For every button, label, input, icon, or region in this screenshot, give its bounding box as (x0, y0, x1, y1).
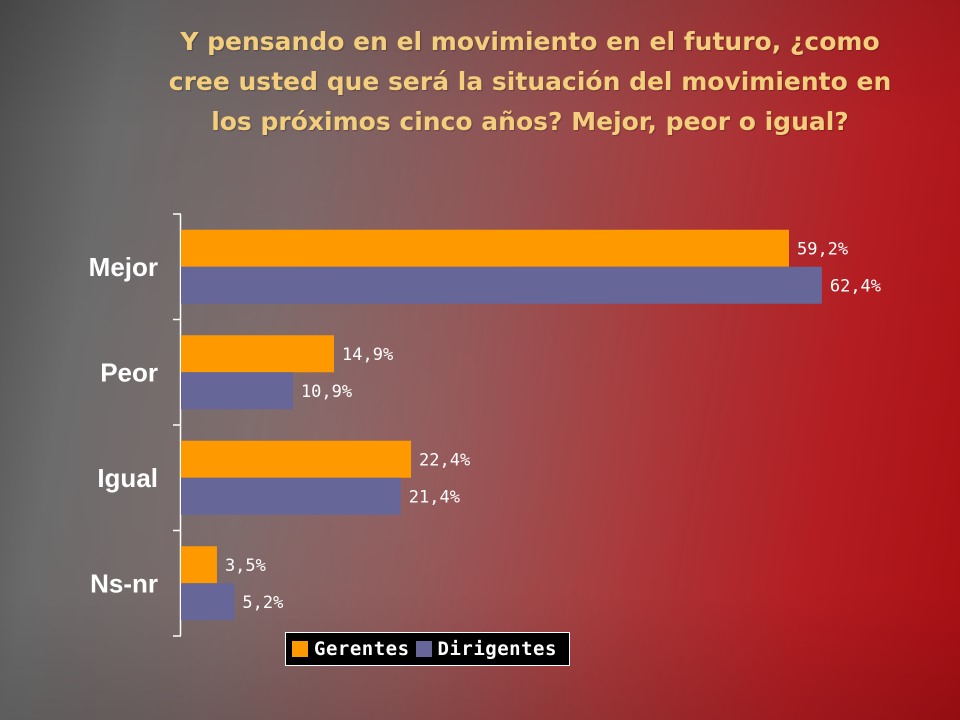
category-label: Peor (100, 357, 158, 387)
title-line-3: los próximos cinco años? Mejor, peor o i… (211, 107, 849, 136)
legend-item-gerentes: Gerentes (292, 638, 410, 660)
data-label: 3,5% (225, 556, 266, 576)
data-label: 10,9% (301, 382, 352, 402)
bar-dirigentes (181, 583, 235, 621)
data-label: 59,2% (797, 239, 848, 259)
bar-gerentes (181, 229, 789, 267)
data-label: 5,2% (242, 593, 283, 613)
data-label: 22,4% (419, 450, 470, 470)
bar-dirigentes (181, 372, 293, 410)
bar-dirigentes (181, 266, 822, 304)
category-label: Igual (97, 463, 158, 493)
legend-swatch-dirigentes (415, 641, 432, 657)
chart-title: Y pensando en el movimiento en el futuro… (150, 22, 910, 142)
legend-item-dirigentes: Dirigentes (415, 638, 557, 660)
bar-dirigentes (181, 477, 401, 515)
bar-gerentes (181, 335, 335, 373)
chart-legend: Gerentes Dirigentes (285, 632, 570, 666)
title-line-1: Y pensando en el movimiento en el futuro… (180, 27, 880, 56)
bar-gerentes (181, 440, 412, 478)
data-label: 21,4% (409, 487, 460, 507)
category-label: Ns-nr (90, 568, 158, 598)
data-label: 14,9% (342, 345, 393, 365)
legend-label-gerentes: Gerentes (314, 638, 410, 660)
title-line-2: cree usted que será la situación del mov… (168, 67, 892, 96)
category-label: Mejor (89, 252, 158, 282)
bar-gerentes (181, 546, 217, 584)
legend-label-dirigentes: Dirigentes (437, 638, 557, 660)
legend-swatch-gerentes (292, 641, 308, 657)
data-label: 62,4% (830, 276, 881, 296)
